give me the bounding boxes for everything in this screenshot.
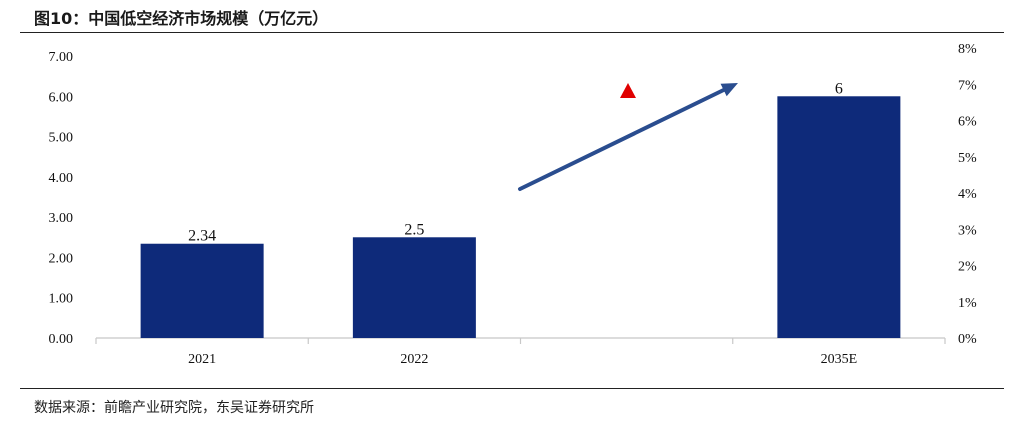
- y2-tick-label: 1%: [958, 296, 977, 311]
- trend-arrow: [518, 83, 738, 191]
- y-axis-left: 0.00 1.00 2.00 3.00 4.00 5.00 6.00 7.00: [49, 50, 74, 347]
- y2-tick-label: 7%: [958, 78, 977, 93]
- category-labels: 2021 2022 2035E: [188, 352, 857, 367]
- y2-tick-label: 8%: [958, 42, 977, 57]
- top-rule: [20, 32, 1004, 33]
- y2-tick-label: 0%: [958, 332, 977, 347]
- y-tick-label: 0.00: [49, 332, 74, 347]
- y-tick-label: 3.00: [49, 211, 74, 226]
- data-label: 2.5: [404, 221, 424, 238]
- y-tick-label: 6.00: [49, 90, 74, 105]
- data-labels: 2.34 2.5 6: [188, 80, 843, 244]
- x-axis-ticks: [95, 338, 946, 344]
- category-label: 2035E: [821, 352, 858, 367]
- bar-chart: 0.00 1.00 2.00 3.00 4.00 5.00 6.00 7.00 0% 1% 2% 3…: [49, 42, 978, 367]
- y2-tick-label: 5%: [958, 151, 977, 166]
- y-tick-label: 1.00: [49, 292, 74, 307]
- bar: [777, 96, 901, 339]
- bar: [140, 243, 264, 338]
- bars: [140, 96, 901, 339]
- y-tick-label: 2.00: [49, 251, 74, 266]
- y2-tick-label: 3%: [958, 223, 977, 238]
- y2-tick-label: 6%: [958, 115, 977, 130]
- category-label: 2022: [400, 352, 428, 367]
- y-tick-label: 7.00: [49, 50, 74, 65]
- data-label: 2.34: [188, 228, 216, 245]
- trend-arrow-head: [720, 83, 738, 97]
- trend-arrow-shaft: [518, 87, 726, 191]
- y2-tick-label: 2%: [958, 260, 977, 275]
- data-label: 6: [835, 80, 843, 97]
- category-label: 2021: [188, 352, 216, 367]
- bottom-rule: [20, 388, 1004, 389]
- y-axis-right: 0% 1% 2% 3% 4% 5% 6% 7% 8%: [958, 42, 977, 347]
- up-triangle-icon: [620, 83, 636, 98]
- figure-title: 图10：中国低空经济市场规模（万亿元）: [34, 9, 329, 28]
- y-tick-label: 5.00: [49, 131, 74, 146]
- y2-tick-label: 4%: [958, 187, 977, 202]
- bar: [352, 237, 476, 338]
- y-tick-label: 4.00: [49, 171, 74, 186]
- up-triangle-marker: [620, 83, 636, 98]
- source-note: 数据来源：前瞻产业研究院，东吴证券研究所: [34, 400, 314, 416]
